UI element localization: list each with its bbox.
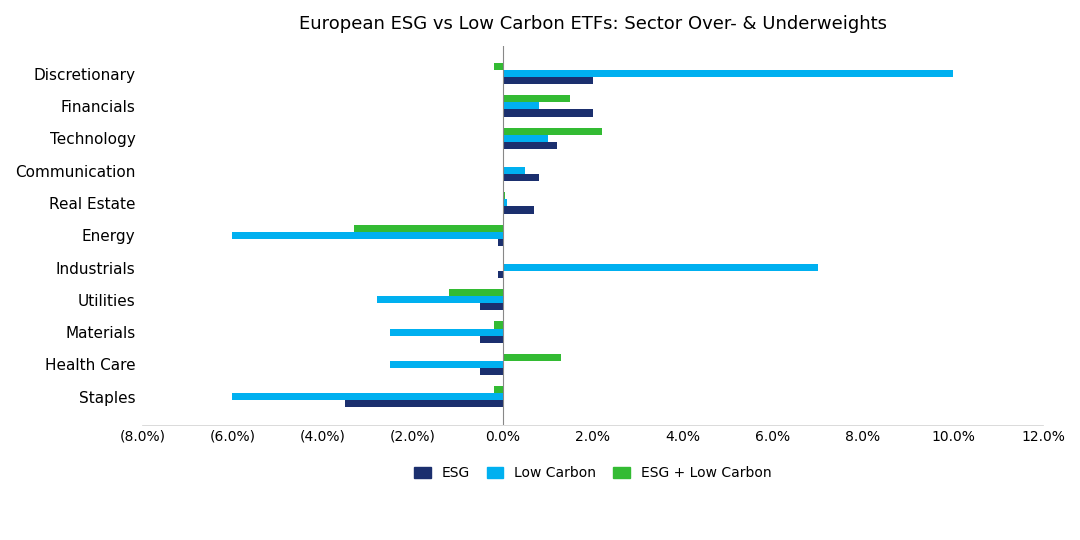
Bar [502, 142, 556, 149]
Bar [345, 400, 502, 408]
Bar [494, 63, 502, 70]
Bar [502, 110, 593, 117]
Bar [390, 361, 502, 368]
Bar [232, 393, 502, 400]
Bar [502, 199, 508, 206]
Bar [481, 368, 502, 375]
Bar [502, 70, 953, 77]
Bar [498, 239, 502, 246]
Bar [502, 127, 602, 134]
Bar [481, 303, 502, 310]
Legend: ESG, Low Carbon, ESG + Low Carbon: ESG, Low Carbon, ESG + Low Carbon [408, 461, 777, 486]
Bar [448, 289, 502, 296]
Bar [502, 134, 548, 142]
Bar [390, 329, 502, 336]
Bar [502, 354, 562, 361]
Bar [502, 77, 593, 84]
Bar [481, 336, 502, 343]
Bar [232, 232, 502, 239]
Bar [377, 296, 502, 303]
Bar [354, 225, 502, 232]
Bar [502, 95, 570, 103]
Bar [502, 174, 539, 181]
Bar [498, 271, 502, 278]
Bar [502, 103, 539, 110]
Title: European ESG vs Low Carbon ETFs: Sector Over- & Underweights: European ESG vs Low Carbon ETFs: Sector … [299, 15, 887, 33]
Bar [502, 264, 818, 271]
Bar [502, 192, 504, 199]
Bar [502, 206, 535, 213]
Bar [494, 386, 502, 393]
Bar [494, 321, 502, 329]
Bar [502, 167, 525, 174]
